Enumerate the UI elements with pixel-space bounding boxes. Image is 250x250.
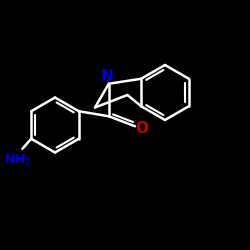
Text: N: N (101, 69, 114, 84)
Text: NH$_2$: NH$_2$ (4, 152, 31, 168)
Text: O: O (136, 121, 148, 136)
